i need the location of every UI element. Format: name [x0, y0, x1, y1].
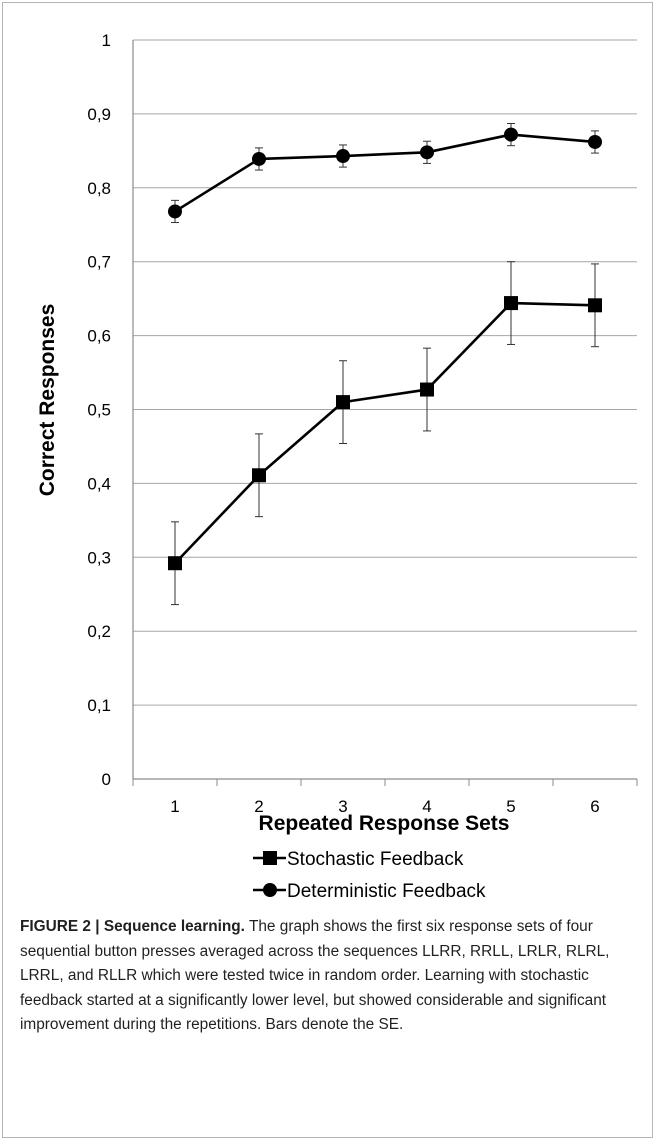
y-tick-label: 0,8: [87, 179, 111, 198]
x-tick-label: 4: [422, 797, 431, 816]
data-point: [252, 151, 266, 166]
x-tick-label: 3: [338, 797, 347, 816]
data-point: [336, 149, 350, 164]
series-deterministic-feedback: [168, 123, 602, 224]
series-stochastic-feedback: [168, 261, 602, 606]
gridlines: [133, 39, 637, 706]
caption-label: FIGURE 2 | Sequence learning.: [20, 918, 245, 935]
data-point: [252, 468, 266, 483]
legend-item: Stochastic Feedback: [253, 849, 464, 870]
y-tick-label: 0,9: [87, 105, 111, 124]
data-series: [168, 123, 602, 606]
legend-marker: [263, 883, 277, 897]
legend-label: Deterministic Feedback: [287, 881, 486, 900]
y-axis-title: Correct Responses: [36, 304, 59, 497]
x-tick-label: 2: [254, 797, 263, 816]
legend-marker: [263, 851, 277, 865]
legend-item: Deterministic Feedback: [253, 881, 486, 900]
legend: Stochastic Feedback Deterministic Feedbac…: [253, 849, 486, 900]
data-point: [168, 556, 182, 571]
x-tick-label: 1: [170, 797, 179, 816]
data-point: [588, 298, 602, 313]
axes: [132, 40, 638, 786]
figure-caption: FIGURE 2 | Sequence learning. The graph …: [20, 915, 635, 1038]
line-chart: 0 0,1 0,2 0,3 0,4 0,5 0,6 0,7 0,8 0,9 1 1 2 3 4 5 6 Corr…: [36, 31, 638, 900]
y-tick-label: 1: [102, 31, 111, 50]
data-point: [336, 395, 350, 410]
data-point: [504, 296, 518, 311]
series-line: [174, 133, 596, 213]
data-point: [168, 204, 182, 219]
y-tick-label: 0,4: [87, 474, 111, 493]
data-point: [588, 134, 602, 149]
data-point: [504, 127, 518, 142]
y-tick-label: 0,2: [87, 622, 111, 641]
caption-text: The graph shows the first six response s…: [20, 918, 610, 1033]
data-point: [420, 145, 434, 160]
x-tick-label: 5: [506, 797, 515, 816]
series-line: [174, 301, 596, 565]
y-tick-label: 0: [102, 770, 111, 789]
y-tick-label: 0,3: [87, 548, 111, 567]
tick-labels: 0 0,1 0,2 0,3 0,4 0,5 0,6 0,7 0,8 0,9 1 1 2 3 4 5 6: [87, 31, 599, 816]
y-tick-label: 0,1: [87, 696, 111, 715]
legend-label: Stochastic Feedback: [287, 849, 464, 870]
y-tick-label: 0,7: [87, 253, 111, 272]
y-tick-label: 0,5: [87, 401, 111, 420]
data-point: [420, 382, 434, 397]
x-tick-label: 6: [590, 797, 599, 816]
y-tick-label: 0,6: [87, 327, 111, 346]
x-axis-title: Repeated Response Sets: [259, 812, 510, 835]
